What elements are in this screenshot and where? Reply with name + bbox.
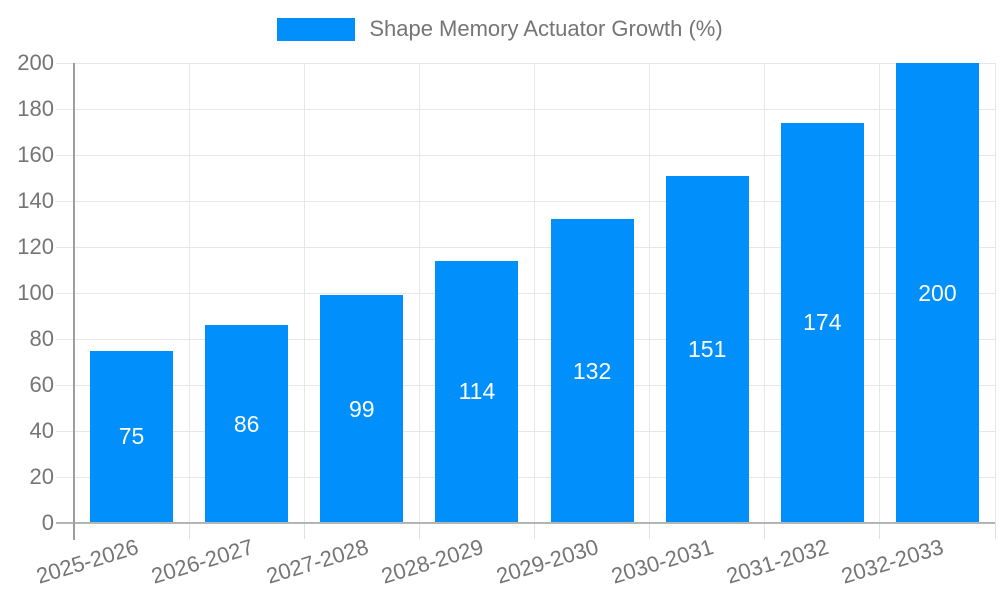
bar-value-label: 99 (349, 395, 375, 422)
y-tick-label: 120 (17, 234, 54, 259)
x-axis-tick (649, 523, 651, 539)
legend-label: Shape Memory Actuator Growth (%) (369, 16, 723, 41)
y-tick-label: 180 (17, 96, 54, 121)
bar-value-label: 75 (118, 423, 145, 450)
bar-value-label: 114 (458, 378, 496, 405)
gridline-vertical (188, 63, 190, 523)
bar-2027-2028[interactable]: 99 (320, 295, 404, 523)
y-tick-label: 140 (17, 188, 54, 213)
x-axis-line (56, 522, 995, 524)
bar-2026-2027[interactable]: 86 (205, 325, 289, 523)
gridline-horizontal (56, 384, 995, 386)
gridline-horizontal (56, 338, 995, 340)
x-axis-tick (188, 523, 190, 539)
y-tick-label: 20 (29, 464, 54, 489)
gridline-vertical (418, 63, 420, 523)
legend-swatch (277, 17, 356, 41)
gridline-horizontal (56, 246, 995, 248)
bar-value-label: 200 (918, 279, 957, 306)
x-axis-tick (994, 523, 996, 539)
y-axis-line (73, 63, 75, 540)
bar-2025-2026[interactable]: 75 (90, 350, 174, 523)
gridline-horizontal (56, 62, 995, 64)
x-axis-tick (764, 523, 766, 539)
gridline-horizontal (56, 292, 995, 294)
x-axis-tick (879, 523, 881, 539)
gridline-horizontal (56, 430, 995, 432)
bar-2030-2031[interactable]: 151 (665, 175, 749, 523)
gridline-vertical (303, 63, 305, 523)
gridline-horizontal (56, 476, 995, 478)
bar-2028-2029[interactable]: 114 (435, 260, 519, 523)
bar-value-label: 132 (572, 357, 612, 384)
bar-2029-2030[interactable]: 132 (550, 219, 634, 523)
gridline-vertical (764, 63, 766, 523)
gridline-horizontal (56, 108, 995, 110)
y-tick-label: 100 (17, 280, 54, 305)
y-tick-label: 40 (29, 418, 54, 443)
bar-2031-2032[interactable]: 174 (780, 122, 864, 523)
y-tick-label: 160 (17, 142, 54, 167)
gridline-vertical (534, 63, 535, 523)
gridline-vertical (649, 63, 651, 523)
y-tick-label: 0 (41, 510, 54, 535)
bar-value-label: 174 (803, 309, 842, 336)
x-axis-tick (303, 523, 305, 539)
gridline-horizontal (56, 200, 995, 202)
x-axis-tick (534, 523, 535, 539)
bar-2032-2033[interactable]: 200 (895, 63, 979, 523)
y-tick-label: 200 (17, 50, 54, 75)
x-axis-tick (418, 523, 420, 539)
gridline-vertical (879, 63, 881, 523)
legend-item[interactable]: Shape Memory Actuator Growth (%) (0, 16, 1000, 42)
gridline-horizontal (56, 154, 995, 156)
gridline-vertical (994, 63, 996, 523)
bar-value-label: 151 (688, 335, 727, 362)
y-tick-label: 60 (29, 372, 54, 397)
y-tick-label: 80 (29, 326, 54, 351)
bar-value-label: 86 (233, 410, 260, 437)
